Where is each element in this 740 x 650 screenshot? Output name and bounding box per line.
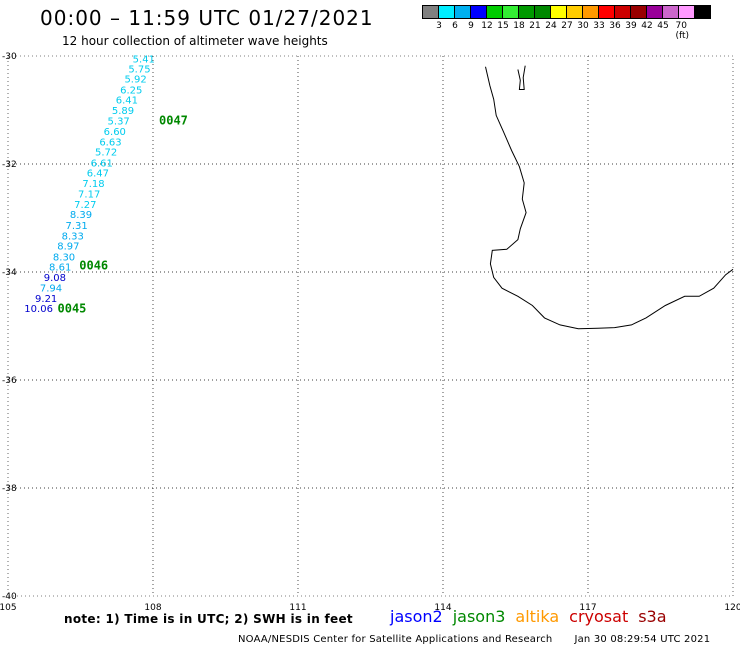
longitude-label: 114 <box>434 603 451 613</box>
pass-time-label: 0045 <box>58 302 87 316</box>
scale-label: 12 <box>481 21 493 31</box>
coastline <box>485 65 734 330</box>
timestamp-text: Jan 30 08:29:54 UTC 2021 <box>574 634 711 645</box>
latitude-label: -32 <box>2 160 17 170</box>
scale-label: 42 <box>641 21 653 31</box>
wave-height-label: 9.21 <box>35 294 57 305</box>
pass-time-label: 0046 <box>79 259 108 273</box>
satellite-label: altika <box>515 607 560 626</box>
wave-height-label: 6.47 <box>87 169 109 180</box>
credit-text: NOAA/NESDIS Center for Satellite Applica… <box>238 634 553 645</box>
map-border <box>7 55 734 597</box>
scale-label: 36 <box>609 21 621 31</box>
wave-height-label: 6.41 <box>116 96 138 107</box>
wave-height-color-scale: 3 6 9 12 15 18 21 24 27 30 33 36 39 42 45 70 (ft) <box>422 5 711 41</box>
longitude-label: 111 <box>289 603 306 613</box>
scale-label: 27 <box>561 21 573 31</box>
scale-label: 70 (ft) <box>675 21 690 41</box>
scale-label: 24 <box>545 21 557 31</box>
latitude-label: -34 <box>2 268 17 278</box>
wave-height-label: 7.27 <box>74 200 96 211</box>
lat-lon-grid <box>7 55 734 597</box>
pass-time-label: 0047 <box>159 113 188 127</box>
scale-labels: 3 6 9 12 15 18 21 24 27 30 33 36 39 42 45 70 (ft) <box>422 19 710 41</box>
wave-height-label: 6.25 <box>120 85 142 96</box>
wave-height-label: 5.75 <box>128 64 150 75</box>
satellite-label: s3a <box>638 607 667 626</box>
satellite-label: jason3 <box>452 607 506 626</box>
wave-height-label: 7.94 <box>40 284 62 295</box>
scale-label: 9 <box>468 21 474 31</box>
scale-label: 33 <box>593 21 605 31</box>
scale-label: 30 <box>577 21 589 31</box>
wave-height-label: 6.60 <box>104 127 126 138</box>
wave-height-label: 8.30 <box>53 252 75 263</box>
scale-label: 6 <box>452 21 458 31</box>
wave-height-label: 5.89 <box>112 106 134 117</box>
latitude-label: -30 <box>2 52 17 62</box>
wave-height-label: 6.63 <box>99 137 121 148</box>
scale-label: 45 <box>657 21 669 31</box>
map-subtitle: 12 hour collection of altimeter wave hei… <box>62 34 328 48</box>
observation-labels: 5.415.755.926.256.415.895.376.606.635.72… <box>24 55 155 315</box>
scale-label: 39 <box>625 21 637 31</box>
scale-label: 18 <box>513 21 525 31</box>
latitude-label: -38 <box>2 484 17 494</box>
wave-height-label: 8.97 <box>57 242 79 253</box>
longitude-label: 117 <box>579 603 596 613</box>
satellite-label: cryosat <box>569 607 629 626</box>
scale-label: 15 <box>497 21 509 31</box>
wave-height-label: 10.06 <box>24 304 53 315</box>
wave-height-label: 5.92 <box>124 75 146 86</box>
wave-height-label: 8.61 <box>49 263 71 274</box>
latitude-label: -36 <box>2 376 17 386</box>
satellite-label: jason2 <box>390 607 443 626</box>
coastline-segment <box>517 65 526 90</box>
wave-height-label: 5.37 <box>108 116 130 127</box>
latitude-label: -40 <box>2 592 17 602</box>
wave-height-label: 7.31 <box>65 221 87 232</box>
wave-height-label: 8.39 <box>70 210 92 221</box>
satellite-legend: jason2 jason3 altika cryosat s3a <box>390 607 677 626</box>
scale-label: 21 <box>529 21 541 31</box>
wave-height-label: 7.18 <box>82 179 104 190</box>
coastline-segment <box>485 66 734 330</box>
note-text: note: 1) Time is in UTC; 2) SWH is in fe… <box>64 612 353 626</box>
wave-height-label: 8.33 <box>62 231 84 242</box>
footer: NOAA/NESDIS Center for Satellite Applica… <box>238 634 710 645</box>
wave-height-label: 6.61 <box>91 158 113 169</box>
scale-swatches <box>422 5 711 19</box>
wave-height-label: 9.08 <box>44 273 66 284</box>
longitude-label: 108 <box>144 603 161 613</box>
time-labels: 0047 0046 0045 <box>58 113 188 315</box>
wave-height-label: 7.17 <box>78 190 100 201</box>
wave-height-label: 5.41 <box>133 55 155 66</box>
longitude-label: 105 <box>0 603 17 613</box>
scale-label: 3 <box>436 21 442 31</box>
map-title: 00:00 – 11:59 UTC 01/27/2021 <box>40 6 374 30</box>
longitude-label: 120 <box>724 603 740 613</box>
scale-swatch <box>694 5 711 19</box>
wave-height-label: 5.72 <box>95 148 117 159</box>
